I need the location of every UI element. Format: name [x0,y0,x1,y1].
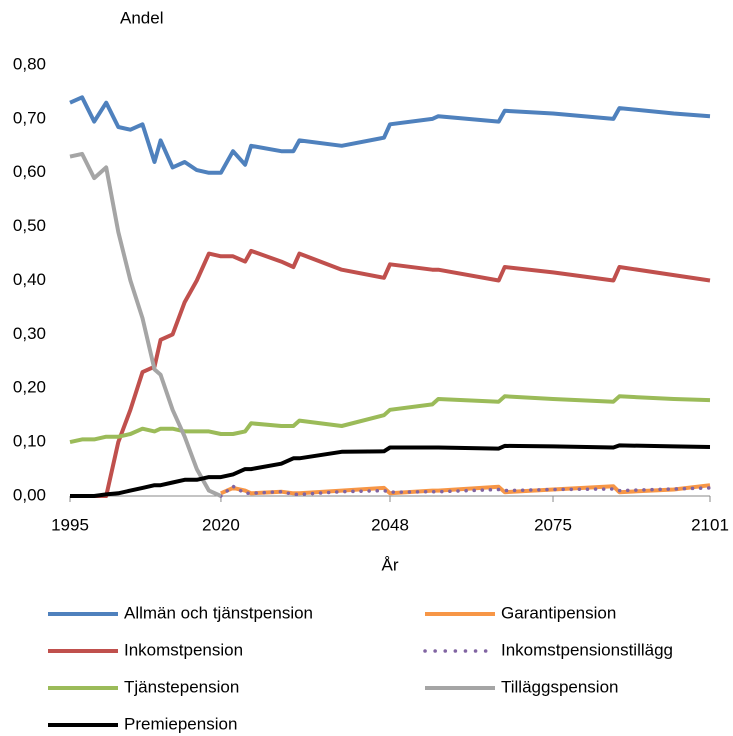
x-tick-label: 2020 [202,515,240,534]
series-line [69,95,711,175]
y-tick-label: 0,10 [13,432,46,451]
legend-label: Garantipension [501,603,616,622]
legend-label: Inkomstpension [124,640,243,659]
series-line [69,151,222,498]
y-tick-label: 0,50 [13,216,46,235]
series-line [220,483,711,496]
legend-label: Premiepension [124,714,237,733]
y-tick-label: 0,30 [13,324,46,343]
legend-label: Tjänstepension [124,677,239,696]
legend-label: Inkomstpensionstillägg [501,640,673,659]
legend-label: Allmän och tjänstpension [124,603,313,622]
y-tick-label: 0,00 [13,485,46,504]
x-tick-label: 2101 [691,515,729,534]
y-tick-label: 0,70 [13,108,46,127]
x-axis-label: År [382,555,399,574]
series-line [219,484,712,498]
y-tick-label: 0,20 [13,378,46,397]
legend-label: Tilläggspension [501,677,619,696]
y-tick-label: 0,80 [13,54,46,73]
x-tick-label: 1995 [51,515,89,534]
y-tick-label: 0,60 [13,162,46,181]
series-line [70,443,711,498]
y-axis-label: Andel [120,8,163,27]
series-line [70,248,711,498]
x-tick-label: 2048 [371,515,409,534]
series-line [69,394,711,445]
y-tick-label: 0,40 [13,270,46,289]
x-tick-label: 2075 [534,515,572,534]
